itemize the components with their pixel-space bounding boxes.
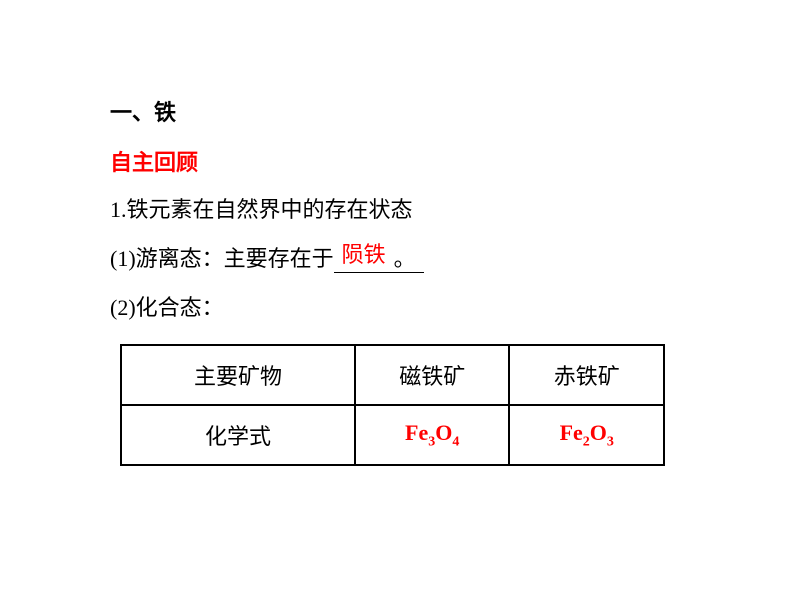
- minerals-table: 主要矿物 磁铁矿 赤铁矿 化学式 Fe3O4 Fe2O3: [120, 344, 665, 466]
- header-cell-minerals: 主要矿物: [121, 345, 355, 405]
- header-cell-magnetite: 磁铁矿: [355, 345, 510, 405]
- section-title: 一、铁: [110, 95, 690, 127]
- intro-line-1: 1.铁元素在自然界中的存在状态: [110, 193, 690, 226]
- formula-fe2o3: Fe2O3: [560, 420, 614, 445]
- table-data-row: 化学式 Fe3O4 Fe2O3: [121, 405, 664, 465]
- header-cell-hematite: 赤铁矿: [509, 345, 664, 405]
- intro-line-2: (1)游离态：主要存在于陨铁。: [110, 242, 690, 275]
- line2-prefix: (1)游离态：主要存在于: [110, 246, 334, 271]
- formula-hematite: Fe2O3: [509, 405, 664, 465]
- underline: [334, 272, 424, 273]
- intro-line-3: (2)化合态：: [110, 291, 690, 324]
- slide-content: 一、铁 自主回顾 1.铁元素在自然界中的存在状态 (1)游离态：主要存在于陨铁。…: [0, 0, 800, 466]
- formula-fe3o4: Fe3O4: [405, 420, 459, 445]
- line2-suffix: 。: [394, 246, 416, 271]
- fill-blank: 陨铁: [334, 242, 394, 275]
- row-label: 化学式: [121, 405, 355, 465]
- review-label: 自主回顾: [110, 145, 690, 177]
- table-header-row: 主要矿物 磁铁矿 赤铁矿: [121, 345, 664, 405]
- fill-answer: 陨铁: [334, 242, 394, 267]
- formula-magnetite: Fe3O4: [355, 405, 510, 465]
